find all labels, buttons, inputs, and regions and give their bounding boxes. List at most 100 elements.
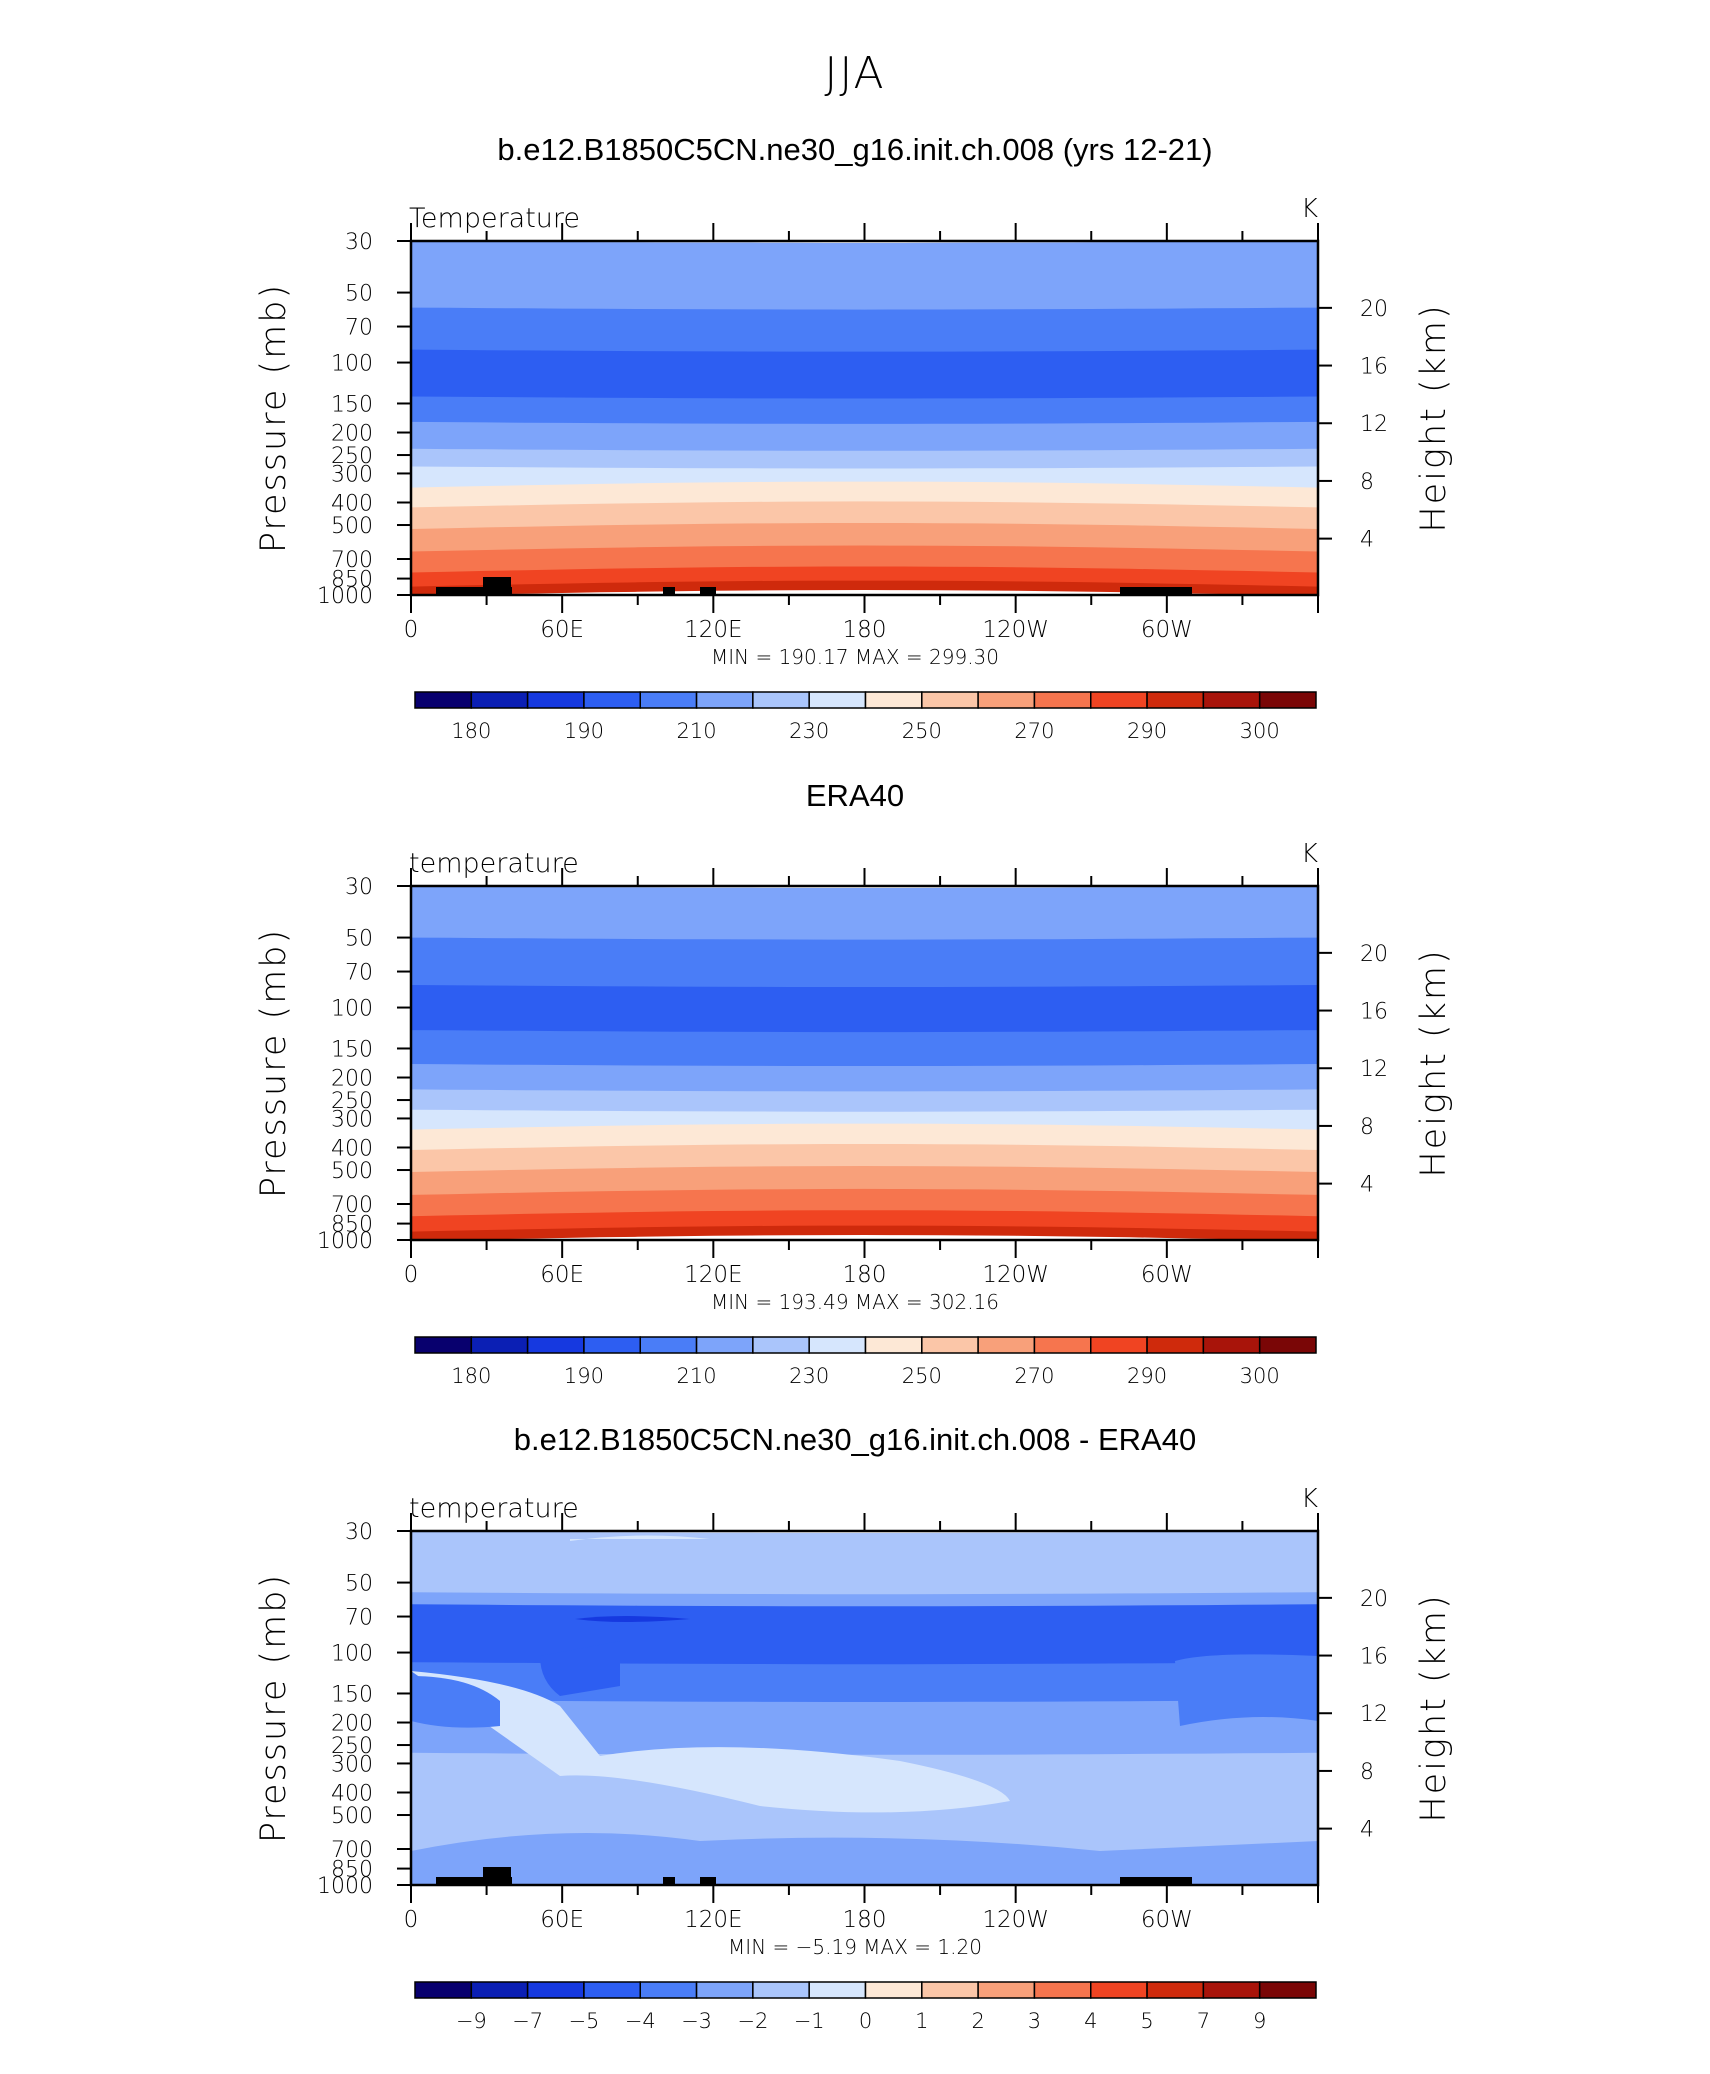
colorbar-label: −2 <box>737 2009 768 2033</box>
colorbar-swatch <box>921 1981 979 1999</box>
height-tick-label: 12 <box>1360 412 1388 437</box>
y2-axis-title: Height (km) <box>1414 1593 1454 1822</box>
pressure-tick-label: 300 <box>331 1107 373 1132</box>
pressure-tick-label: 200 <box>331 1067 373 1092</box>
height-tick-label: 4 <box>1360 1173 1374 1198</box>
topography-block <box>663 1877 675 1885</box>
colorbar-swatch <box>808 1981 867 1999</box>
topography-block <box>700 587 716 595</box>
pressure-tick-label: 50 <box>345 282 373 307</box>
colorbar-swatch <box>1090 1336 1148 1354</box>
colorbar-label: 0 <box>859 2009 872 2033</box>
colorbar-swatch <box>1202 691 1261 709</box>
contour-band <box>411 523 1318 553</box>
contour-band <box>411 1166 1318 1196</box>
pressure-tick-label: 70 <box>345 1606 373 1631</box>
colorbar-swatch <box>864 1981 923 1999</box>
contour-band <box>411 1109 1318 1131</box>
pressure-tick-label: 400 <box>331 1136 373 1161</box>
colorbar-label: 1 <box>915 2009 928 2033</box>
topography-block <box>700 1877 716 1885</box>
x-tick-label: 120W <box>982 1262 1049 1288</box>
contour-band <box>411 1123 1318 1151</box>
pressure-tick-label: 850 <box>331 568 373 593</box>
contour-band <box>411 1531 1318 1596</box>
contour-band <box>411 501 1318 530</box>
pressure-tick-label: 300 <box>331 1752 373 1777</box>
colorbar-label: 3 <box>1028 2009 1041 2033</box>
page-title: JJA <box>824 48 886 99</box>
x-tick-label: 60E <box>540 1262 584 1288</box>
pressure-tick-label: 1000 <box>317 1229 373 1254</box>
pressure-tick-label: 700 <box>331 1193 373 1218</box>
x-tick-label: 120W <box>982 1907 1049 1933</box>
pressure-tick-label: 70 <box>345 316 373 341</box>
colorbar-swatch <box>1202 1981 1261 1999</box>
contour-band <box>411 1064 1318 1093</box>
colorbar-label: 9 <box>1253 2009 1266 2033</box>
min-max-label: MIN = 193.49 MAX = 302.16 <box>711 1290 999 1314</box>
pressure-tick-label: 70 <box>345 961 373 986</box>
contour-patch <box>411 1676 500 1728</box>
colorbar-swatch <box>639 1336 698 1354</box>
contour-field <box>411 886 1318 1240</box>
y-axis-title: Pressure (mb) <box>254 928 294 1198</box>
contour-band <box>411 349 1318 400</box>
height-tick-label: 16 <box>1360 1645 1388 1670</box>
height-tick-label: 8 <box>1360 1115 1374 1140</box>
contour-patch <box>411 1671 1010 1813</box>
x-tick-label: 60W <box>1141 617 1193 643</box>
contour-band <box>411 466 1318 489</box>
colorbar-label: 290 <box>1127 719 1167 743</box>
x-tick-label: 180 <box>843 1262 887 1288</box>
y-axis-title: Pressure (mb) <box>254 1573 294 1843</box>
contour-band <box>411 545 1318 574</box>
pressure-tick-label: 300 <box>331 462 373 487</box>
height-tick-label: 16 <box>1360 1000 1388 1025</box>
pressure-tick-label: 30 <box>345 230 373 255</box>
colorbar-swatch <box>808 1336 867 1354</box>
x-tick-label: 60E <box>540 1907 584 1933</box>
contour-band <box>411 1662 1318 1703</box>
colorbar-swatch <box>1090 691 1148 709</box>
contour-band <box>411 481 1318 509</box>
colorbar-label: 270 <box>1014 1364 1054 1388</box>
pressure-tick-label: 100 <box>331 352 373 377</box>
pressure-tick-label: 100 <box>331 1642 373 1667</box>
contour-patch <box>411 1833 1318 1885</box>
colorbar-label: 300 <box>1240 719 1280 743</box>
pressure-tick-label: 850 <box>331 1858 373 1883</box>
x-tick-label: 180 <box>843 1907 887 1933</box>
pressure-tick-label: 250 <box>331 1734 373 1759</box>
contour-band <box>411 985 1318 1034</box>
contour-band <box>411 307 1318 353</box>
colorbar-label: 210 <box>677 719 717 743</box>
x-tick-label: 60W <box>1141 1907 1193 1933</box>
colorbar-swatch <box>695 691 754 709</box>
contour-band <box>411 937 1318 988</box>
height-tick-label: 20 <box>1360 942 1388 967</box>
unit-label: K <box>1301 194 1318 224</box>
panel-title: ERA40 <box>806 778 904 813</box>
colorbar-swatch <box>695 1981 754 1999</box>
colorbar-swatch <box>470 691 529 709</box>
pressure-tick-label: 850 <box>331 1213 373 1238</box>
chart-panel-3: b.e12.B1850C5CN.ne30_g16.init.ch.008 - E… <box>254 1422 1454 2033</box>
colorbar-label: 5 <box>1140 2009 1153 2033</box>
colorbar-swatch <box>1090 1981 1148 1999</box>
colorbar-swatch <box>864 1336 923 1354</box>
contour-band <box>411 1225 1318 1240</box>
pressure-tick-label: 700 <box>331 1838 373 1863</box>
x-tick-label: 120W <box>982 617 1049 643</box>
height-tick-label: 4 <box>1360 528 1374 553</box>
contour-patch <box>570 1535 710 1541</box>
pressure-tick-label: 150 <box>331 1682 373 1707</box>
pressure-tick-label: 200 <box>331 422 373 447</box>
pressure-tick-label: 50 <box>345 927 373 952</box>
colorbar-label: 190 <box>564 1364 604 1388</box>
pressure-tick-label: 500 <box>331 1159 373 1184</box>
colorbar-swatch <box>583 1981 641 1999</box>
colorbar-label: 250 <box>902 1364 942 1388</box>
pressure-tick-label: 100 <box>331 997 373 1022</box>
colorbar-swatch <box>583 691 641 709</box>
